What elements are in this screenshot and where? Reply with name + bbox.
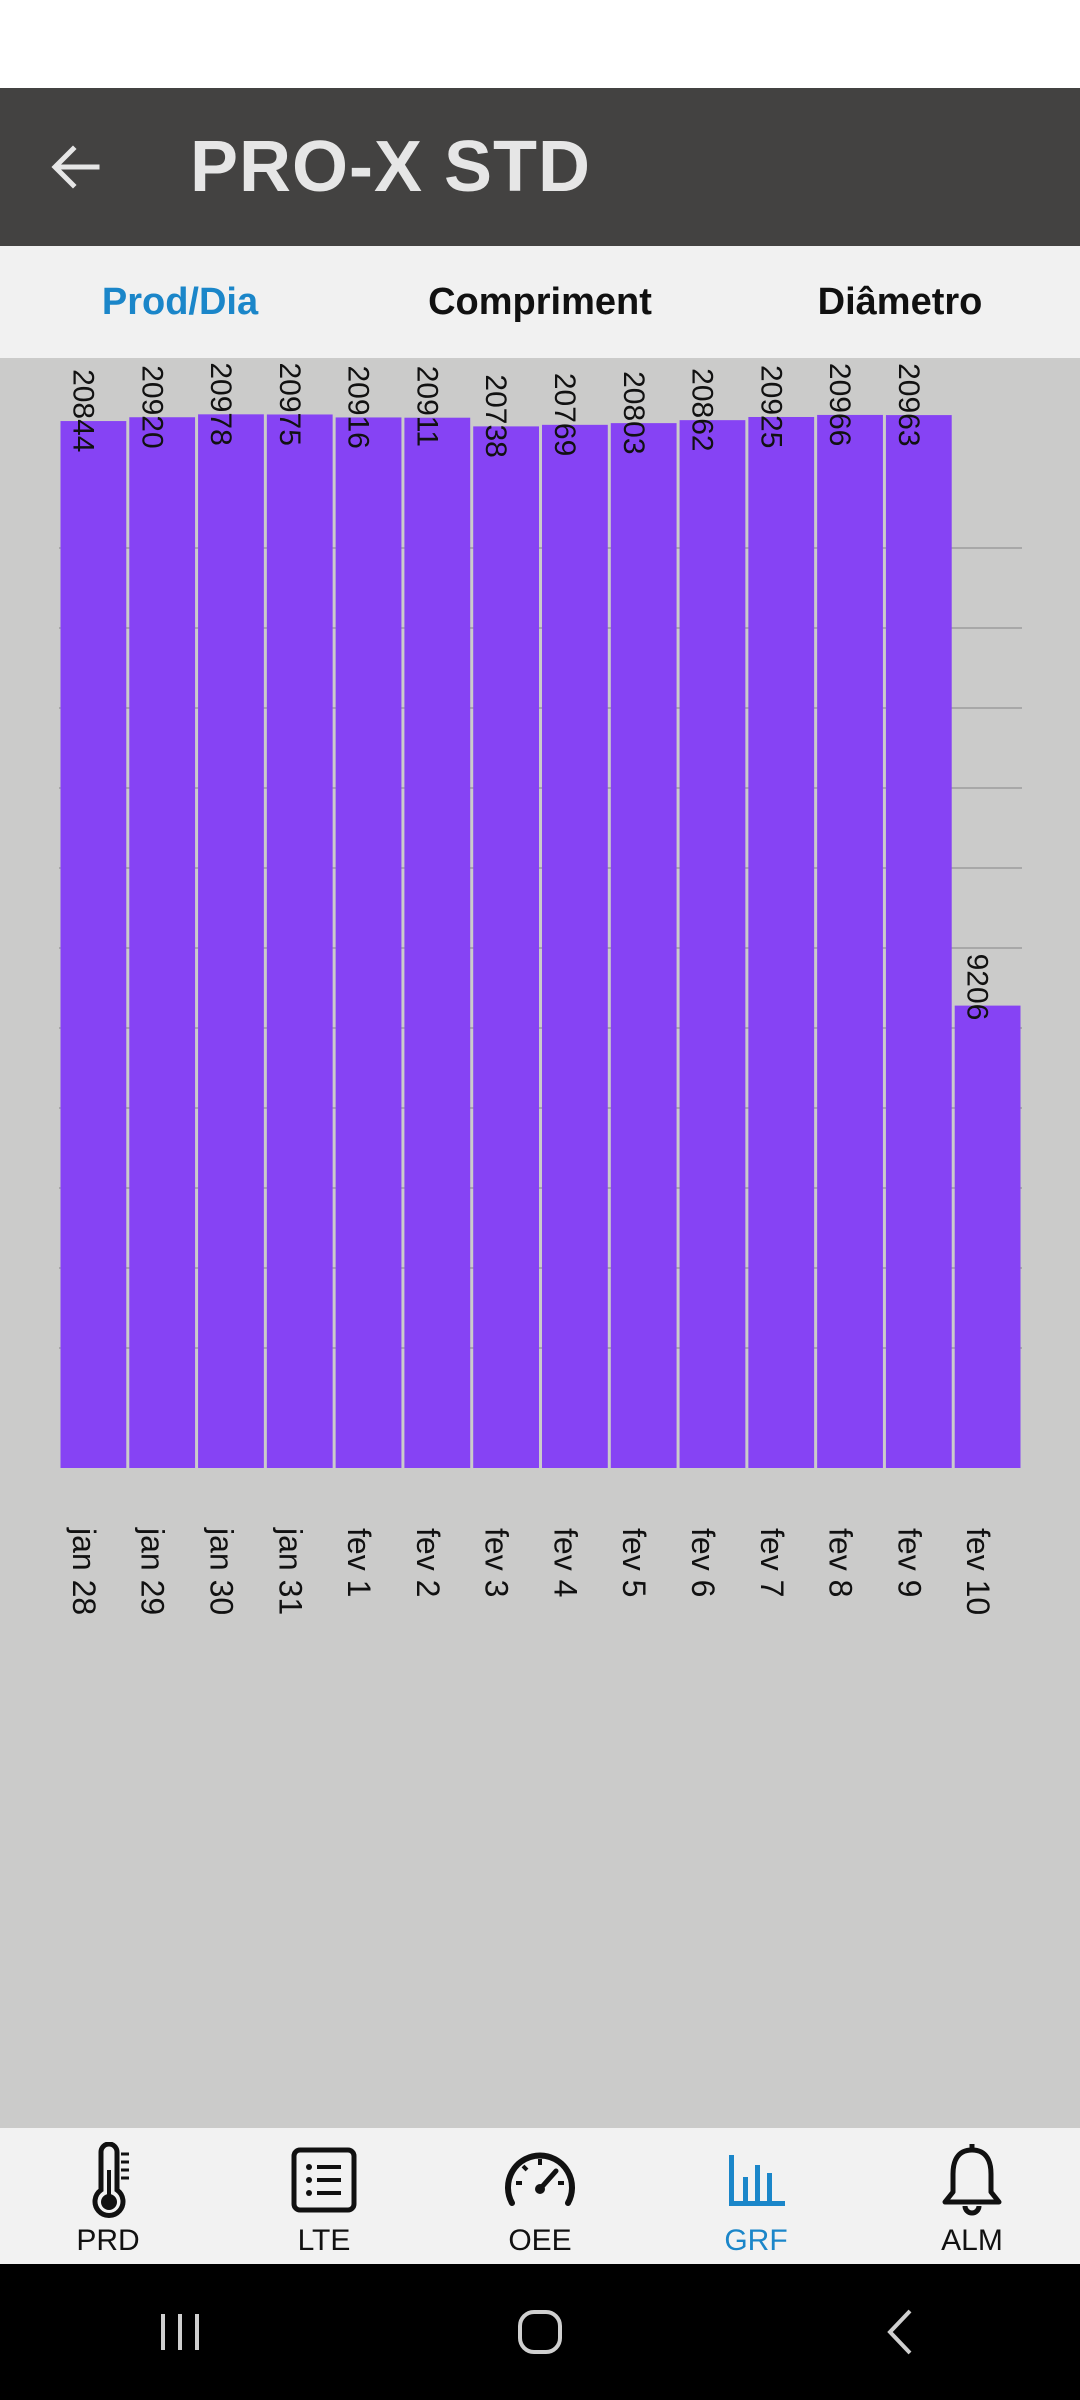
bar-7[interactable] bbox=[542, 424, 608, 1468]
nav-item-alm[interactable]: ALM bbox=[864, 2128, 1080, 2264]
tab-compriment[interactable]: Compriment bbox=[428, 280, 652, 323]
bar-5[interactable] bbox=[404, 417, 471, 1468]
tab-diametro[interactable]: Diâmetro bbox=[817, 280, 983, 323]
bar-value-label-5: 20911 bbox=[410, 366, 443, 447]
bar-value-label-13: 9206 bbox=[961, 954, 994, 1021]
nav-label-lte: LTE bbox=[297, 2224, 351, 2257]
chart-area: 20844 jan 28 20920 jan 29 20978 jan 30 20975 ja… bbox=[0, 358, 1080, 2128]
bell-icon bbox=[942, 2144, 1002, 2216]
bottom-nav: PRD LTE OEE bbox=[0, 2128, 1080, 2264]
nav-item-oee[interactable]: OEE bbox=[432, 2128, 648, 2264]
x-tick-label-6: fev 3 bbox=[479, 1528, 515, 1597]
x-tick-label-5: fev 2 bbox=[410, 1528, 446, 1597]
bar-value-label-1: 20920 bbox=[135, 365, 168, 448]
status-bar bbox=[0, 0, 1080, 88]
system-nav-bar bbox=[0, 2264, 1080, 2400]
bar-2[interactable] bbox=[198, 414, 264, 1468]
bar-value-label-3: 20975 bbox=[273, 362, 306, 445]
home-button[interactable] bbox=[460, 2282, 620, 2382]
nav-item-prd[interactable]: PRD bbox=[0, 2128, 216, 2264]
bar-13[interactable] bbox=[954, 1005, 1021, 1468]
tab-bar: Prod/Dia Compriment Diâmetro bbox=[0, 246, 1080, 358]
bar-10[interactable] bbox=[748, 416, 815, 1468]
x-tick-label-10: fev 7 bbox=[754, 1528, 790, 1597]
x-tick-label-8: fev 5 bbox=[616, 1528, 652, 1597]
x-tick-label-0: jan 28 bbox=[66, 1527, 102, 1615]
x-tick-label-1: jan 29 bbox=[135, 1527, 171, 1615]
gauge-icon bbox=[505, 2152, 575, 2206]
thermometer-icon bbox=[92, 2142, 129, 2218]
x-tick-label-3: jan 31 bbox=[272, 1527, 308, 1615]
home-icon bbox=[518, 2310, 562, 2354]
nav-item-lte[interactable]: LTE bbox=[216, 2128, 432, 2264]
bar-value-label-6: 20738 bbox=[479, 374, 512, 457]
nav-item-grf[interactable]: GRF bbox=[648, 2128, 864, 2264]
nav-label-grf: GRF bbox=[724, 2224, 788, 2257]
x-tick-label-2: jan 30 bbox=[204, 1527, 240, 1615]
bar-4[interactable] bbox=[335, 417, 402, 1469]
x-tick-label-12: fev 9 bbox=[891, 1528, 927, 1597]
bar-3[interactable] bbox=[266, 414, 333, 1469]
list-icon bbox=[291, 2147, 357, 2213]
bar-chart-icon bbox=[729, 2155, 785, 2206]
back-button[interactable] bbox=[40, 128, 110, 206]
bar-value-label-2: 20978 bbox=[204, 362, 237, 445]
bar-value-label-4: 20916 bbox=[342, 365, 375, 448]
bar-value-label-11: 20966 bbox=[823, 363, 856, 446]
x-tick-label-7: fev 4 bbox=[547, 1528, 583, 1597]
bar-chart: 20844 jan 28 20920 jan 29 20978 jan 30 20975 ja… bbox=[59, 362, 1022, 1615]
bar-9[interactable] bbox=[679, 420, 746, 1468]
x-tick-label-13: fev 10 bbox=[960, 1528, 996, 1615]
bar-value-label-9: 20862 bbox=[686, 368, 719, 451]
x-tick-label-11: fev 8 bbox=[823, 1528, 859, 1597]
nav-label-oee: OEE bbox=[508, 2224, 572, 2257]
bar-1[interactable] bbox=[129, 417, 196, 1468]
bar-value-label-10: 20925 bbox=[754, 365, 787, 448]
x-tick-label-9: fev 6 bbox=[685, 1528, 721, 1597]
bar-value-label-0: 20844 bbox=[66, 369, 99, 452]
recents-button[interactable] bbox=[100, 2282, 260, 2382]
bar-8[interactable] bbox=[610, 423, 677, 1468]
bar-value-label-8: 20803 bbox=[617, 371, 650, 454]
bar-0[interactable] bbox=[60, 421, 127, 1468]
system-back-button[interactable] bbox=[820, 2282, 980, 2382]
bar-6[interactable] bbox=[473, 426, 539, 1468]
back-arrow-icon bbox=[51, 145, 100, 189]
bar-value-label-12: 20963 bbox=[892, 363, 925, 446]
recents-icon bbox=[161, 2314, 199, 2350]
app-bar: PRO-X STD bbox=[0, 88, 1080, 246]
tab-prod-dia[interactable]: Prod/Dia bbox=[101, 280, 259, 323]
x-tick-label-4: fev 1 bbox=[341, 1528, 377, 1597]
bar-11[interactable] bbox=[817, 414, 883, 1468]
chevron-left-icon bbox=[887, 2309, 912, 2355]
bar-12[interactable] bbox=[885, 415, 952, 1468]
bar-value-label-7: 20769 bbox=[548, 373, 581, 456]
nav-label-prd: PRD bbox=[76, 2224, 140, 2257]
nav-label-alm: ALM bbox=[941, 2224, 1003, 2257]
page-title: PRO-X STD bbox=[190, 127, 592, 207]
